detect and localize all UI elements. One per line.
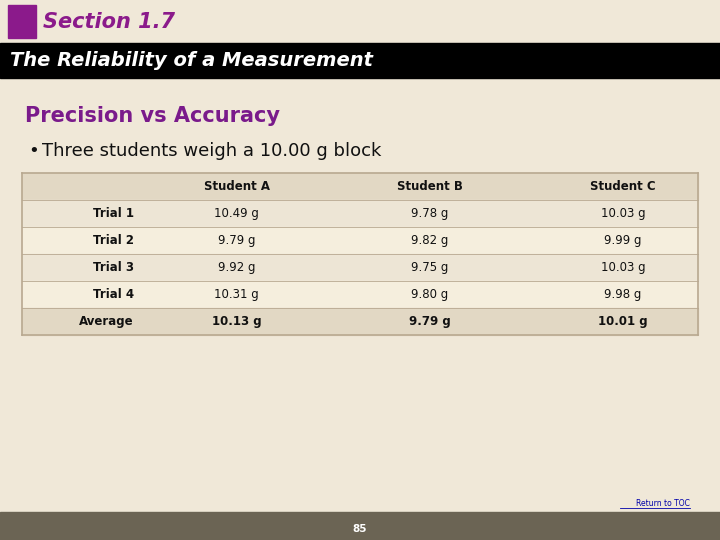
Text: 10.03 g: 10.03 g bbox=[600, 261, 645, 274]
Text: Three students weigh a 10.00 g block: Three students weigh a 10.00 g block bbox=[42, 142, 382, 160]
Text: 10.01 g: 10.01 g bbox=[598, 315, 648, 328]
Text: Student A: Student A bbox=[204, 180, 269, 193]
Bar bbox=[8, 5, 36, 38]
Bar bbox=[0, 43, 720, 78]
Text: 9.80 g: 9.80 g bbox=[411, 288, 448, 301]
Text: Student C: Student C bbox=[590, 180, 656, 193]
Text: 85: 85 bbox=[353, 524, 367, 535]
Bar bbox=[22, 227, 698, 254]
Text: Section 1.7: Section 1.7 bbox=[43, 11, 175, 31]
Text: 10.49 g: 10.49 g bbox=[214, 207, 259, 220]
Text: The Reliability of a Measurement: The Reliability of a Measurement bbox=[10, 51, 373, 70]
Bar bbox=[22, 254, 698, 281]
Text: 9.82 g: 9.82 g bbox=[411, 234, 448, 247]
Text: Trial 1: Trial 1 bbox=[93, 207, 134, 220]
Bar bbox=[22, 173, 698, 200]
Text: 9.92 g: 9.92 g bbox=[217, 261, 256, 274]
Text: Student B: Student B bbox=[397, 180, 462, 193]
Text: •: • bbox=[28, 142, 39, 160]
Text: 9.99 g: 9.99 g bbox=[604, 234, 642, 247]
Bar bbox=[0, 512, 720, 540]
Text: 9.75 g: 9.75 g bbox=[411, 261, 448, 274]
Text: 9.78 g: 9.78 g bbox=[411, 207, 448, 220]
Text: 9.79 g: 9.79 g bbox=[217, 234, 256, 247]
Bar bbox=[22, 308, 698, 335]
Bar bbox=[22, 200, 698, 227]
Text: 9.98 g: 9.98 g bbox=[604, 288, 642, 301]
Text: Average: Average bbox=[79, 315, 134, 328]
Bar bbox=[22, 281, 698, 308]
Text: Precision vs Accuracy: Precision vs Accuracy bbox=[25, 106, 280, 126]
Text: 10.03 g: 10.03 g bbox=[600, 207, 645, 220]
Text: 10.31 g: 10.31 g bbox=[214, 288, 259, 301]
Text: Trial 4: Trial 4 bbox=[93, 288, 134, 301]
Text: Trial 2: Trial 2 bbox=[93, 234, 134, 247]
Text: 10.13 g: 10.13 g bbox=[212, 315, 261, 328]
Text: 9.79 g: 9.79 g bbox=[409, 315, 451, 328]
Bar bbox=[0, 0, 720, 43]
Text: Return to TOC: Return to TOC bbox=[636, 499, 690, 508]
Text: Trial 3: Trial 3 bbox=[93, 261, 134, 274]
